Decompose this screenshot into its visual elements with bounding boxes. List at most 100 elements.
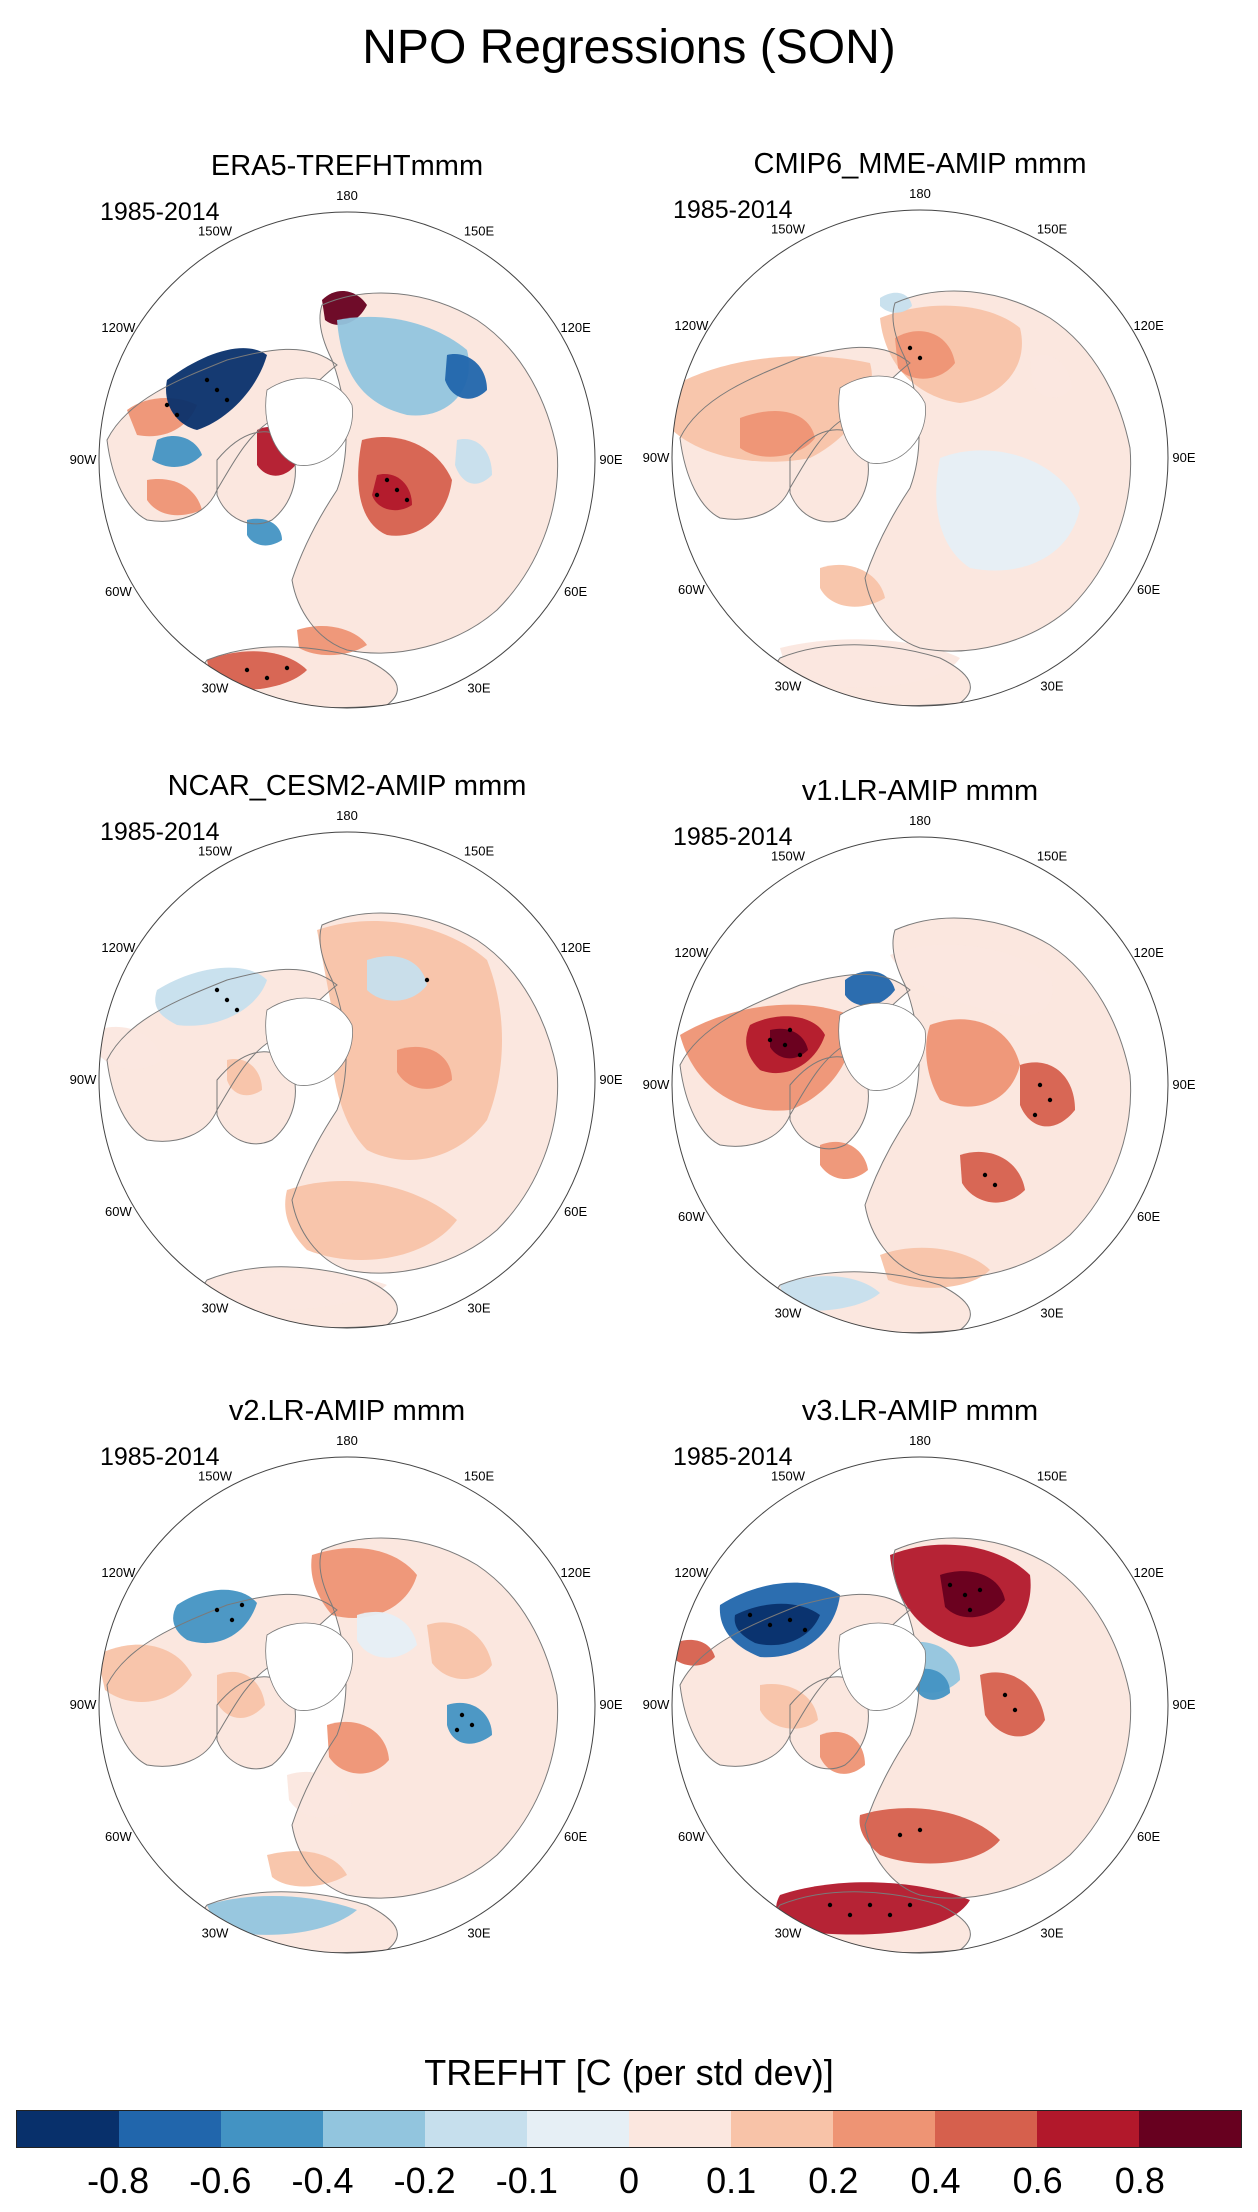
- colorbar: [16, 2110, 1242, 2148]
- longitude-label: 30E: [1040, 1926, 1063, 1941]
- coastline: [789, 429, 869, 523]
- anomaly-region: [940, 1571, 1005, 1618]
- anomaly-region: [734, 1603, 820, 1646]
- longitude-label: 120E: [1133, 945, 1164, 960]
- arctic-ocean: [265, 377, 353, 466]
- colorbar-tick-label: -0.2: [393, 2160, 456, 2201]
- anomaly-region: [297, 625, 367, 656]
- significance-dot: [404, 497, 410, 503]
- longitude-label: 90W: [70, 1072, 97, 1087]
- longitude-label: 60W: [678, 1209, 705, 1224]
- significance-dot: [164, 402, 170, 408]
- colorbar-segment: [17, 2111, 119, 2147]
- significance-dot: [907, 345, 913, 351]
- polar-map: 180150E120E90E60E30E030W60W90W120W150W: [70, 1435, 623, 1954]
- longitude-label: 120W: [674, 945, 709, 960]
- significance-dot: [284, 665, 290, 671]
- panel-period: 1985-2014: [100, 818, 220, 846]
- longitude-label: 150E: [464, 1468, 495, 1483]
- anomaly-region: [152, 435, 202, 467]
- anomaly-region: [760, 1684, 818, 1729]
- arctic-ocean: [838, 1002, 926, 1091]
- anomaly-region: [285, 1181, 457, 1260]
- longitude-label: 90E: [1172, 1077, 1195, 1092]
- anomaly-region: [780, 1276, 880, 1311]
- longitude-label: 30E: [467, 1926, 490, 1941]
- anomaly-region: [99, 1644, 192, 1702]
- anomaly-region: [820, 1731, 865, 1774]
- longitude-label: 30E: [467, 1301, 490, 1316]
- longitude-label: 60W: [678, 582, 705, 597]
- polar-map: 180150E120E90E60E30E030W60W90W120W150W: [643, 188, 1196, 707]
- colorbar-segment: [731, 2111, 833, 2147]
- significance-dot: [264, 675, 270, 681]
- anomaly-region: [890, 944, 1053, 1016]
- longitude-label: 90E: [1172, 1697, 1195, 1712]
- anomaly-region: [397, 1046, 452, 1089]
- significance-dot: [787, 1617, 793, 1623]
- anomaly-region: [287, 1771, 352, 1818]
- longitude-label: 60E: [564, 1829, 587, 1844]
- panel-title: CMIP6_MME-AMIP mmm: [753, 148, 1087, 180]
- longitude-label: 90W: [70, 452, 97, 467]
- anomaly-region: [926, 1019, 1020, 1107]
- significance-dot: [847, 1912, 853, 1918]
- significance-dot: [867, 1902, 873, 1908]
- anomaly-region: [322, 290, 367, 325]
- longitude-label: 90E: [599, 452, 622, 467]
- anomaly-region: [672, 356, 872, 462]
- anomaly-region: [317, 921, 502, 1160]
- panel-cesm2: NCAR_CESM2-AMIP mmm 1985-2014 180 150E 120…: [67, 770, 667, 1330]
- coastline: [864, 1537, 1132, 1899]
- significance-dot: [917, 355, 923, 361]
- significance-dot: [782, 1042, 788, 1048]
- longitude-label: 30E: [1040, 1306, 1063, 1321]
- panel-v2: v2.LR-AMIP mmm 1985-2014 180 150E 120E 90E 6…: [67, 1395, 667, 1955]
- panel-title: NCAR_CESM2-AMIP mmm: [167, 770, 527, 802]
- anomaly-region: [445, 354, 487, 399]
- map-boundary: [671, 1456, 1169, 1954]
- anomaly-region: [820, 564, 885, 607]
- significance-dot: [982, 1172, 988, 1178]
- anomaly-region: [337, 316, 469, 416]
- significance-dot: [394, 487, 400, 493]
- anomaly-region: [455, 439, 492, 484]
- colorbar-tick-label: -0.8: [87, 2160, 150, 2201]
- coastline: [291, 1537, 559, 1899]
- anomaly-region: [447, 1702, 492, 1744]
- anomaly-region: [155, 967, 267, 1026]
- colorbar-segment: [527, 2111, 629, 2147]
- anomaly-region: [217, 1671, 265, 1718]
- polar-map: 180150E120E90E60E30E030W60W90W120W150W: [643, 1435, 1196, 1954]
- panel-title: ERA5-TREFHTmmm: [210, 150, 484, 182]
- significance-dot: [229, 1617, 235, 1623]
- longitude-label: 30W: [202, 1926, 229, 1941]
- anomaly-region: [207, 1270, 387, 1310]
- longitude-label: 120E: [1133, 1565, 1164, 1580]
- longitude-label: 120E: [560, 320, 591, 335]
- figure-title: NPO Regressions (SON): [362, 21, 896, 74]
- anomaly-region: [367, 956, 427, 1001]
- colorbar-tick-label: -0.1: [495, 2160, 558, 2201]
- significance-dot: [947, 1582, 953, 1588]
- longitude-label: 90W: [643, 1697, 670, 1712]
- arctic-ocean: [838, 1622, 926, 1711]
- significance-dot: [469, 1722, 475, 1728]
- anomaly-region: [915, 1668, 950, 1700]
- colorbar-tick-label: 0.8: [1114, 2160, 1165, 2201]
- coastline: [864, 917, 1132, 1279]
- panel-title: v2.LR-AMIP mmm: [228, 1395, 466, 1427]
- significance-dot: [214, 387, 220, 393]
- colorbar-title: TREFHT [C (per std dev)]: [424, 2052, 834, 2093]
- significance-dot: [244, 667, 250, 673]
- panel-period: 1985-2014: [100, 1443, 220, 1471]
- anomaly-region: [960, 1151, 1025, 1203]
- anomaly-region: [372, 474, 412, 511]
- significance-dot: [224, 997, 230, 1003]
- significance-dot: [917, 1827, 923, 1833]
- map-boundary: [671, 836, 1169, 1334]
- colorbar-segment: [221, 2111, 323, 2147]
- colorbar-segment: [833, 2111, 935, 2147]
- significance-dot: [204, 377, 210, 383]
- longitude-label: 180: [336, 810, 358, 823]
